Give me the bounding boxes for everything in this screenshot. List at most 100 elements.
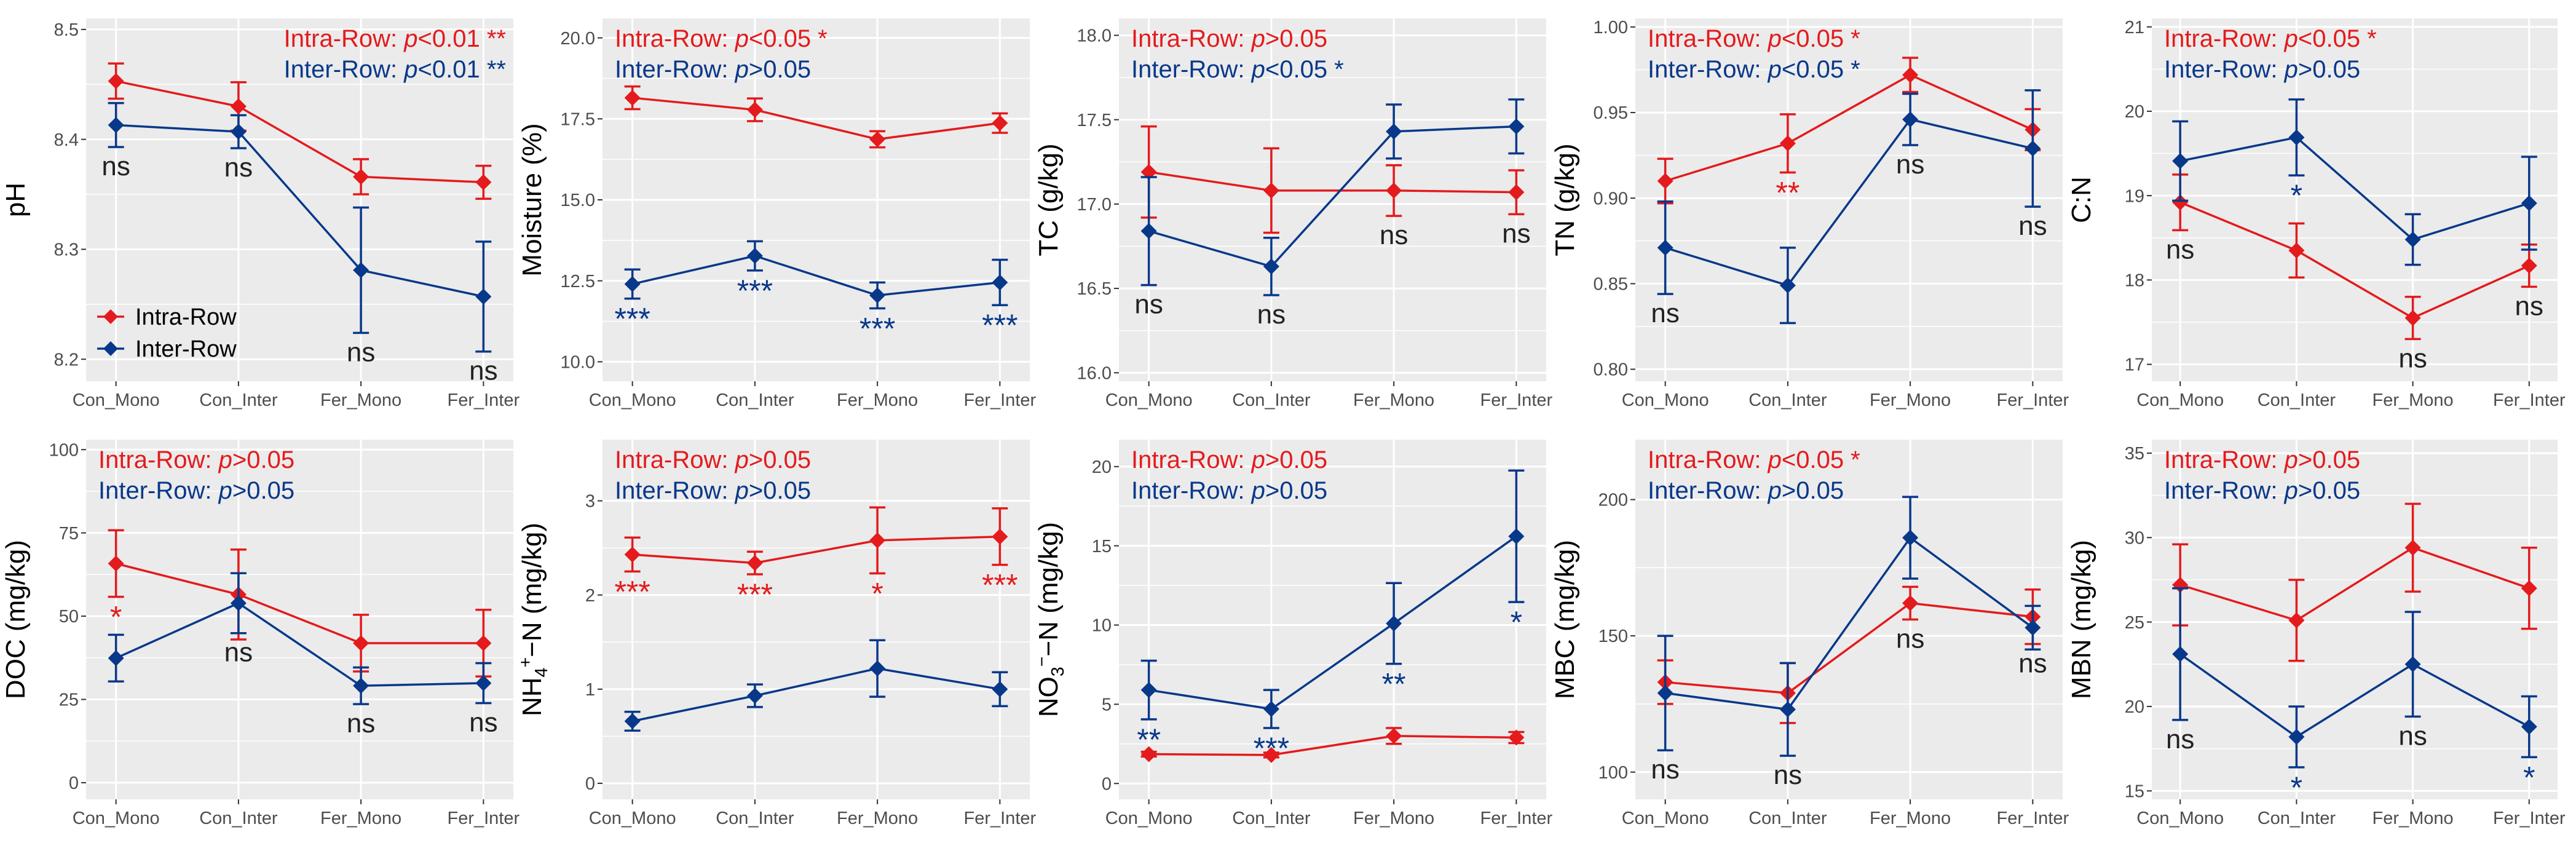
x-tick-label: Fer_Inter [1480, 390, 1553, 410]
panel-doc: 0 25 50 75 100 Con_Mono Con_Inter Fer_Mono Fer_I… [1, 440, 520, 828]
data-point [1657, 685, 1673, 702]
stats-prefix: Intra-Row: [615, 25, 735, 52]
stats-annotation-inter: Inter-Row: p>0.05 [1648, 477, 1844, 504]
x-tick-label: Fer_Mono [837, 809, 918, 828]
stats-suffix: <0.05 * [1782, 56, 1860, 83]
stats-prefix: Intra-Row: [284, 25, 405, 52]
y-tick-label: 15 [2125, 782, 2144, 801]
data-point [230, 124, 247, 140]
data-point [108, 555, 124, 572]
significance-mark: ns [2018, 211, 2047, 241]
y-tick-label: 5 [1102, 695, 1112, 715]
data-point [1386, 615, 1402, 631]
y-tick-label: 10.0 [561, 353, 595, 373]
stats-suffix: >0.05 [232, 477, 294, 504]
data-point [475, 675, 492, 691]
significance-mark: ns [1896, 149, 1924, 180]
data-point [746, 687, 763, 704]
data-point [869, 287, 886, 304]
stats-annotation-intra: Intra-Row: p<0.05 * [1648, 446, 1860, 473]
significance-mark: ** [1382, 667, 1406, 702]
data-point [1140, 746, 1157, 762]
y-tick-label: 17.5 [561, 109, 595, 129]
series-line-inter [2179, 136, 2530, 241]
data-point [624, 546, 641, 563]
x-tick-label: Con_Inter [199, 809, 278, 828]
significance-mark: ns [1380, 220, 1408, 250]
stats-prefix: Intra-Row: [615, 446, 735, 473]
stats-suffix: >0.05 [1782, 477, 1844, 504]
data-point [1508, 118, 1525, 135]
significance-mark: * [110, 600, 122, 635]
stats-suffix: <0.01 ** [418, 25, 506, 52]
data-point [746, 248, 763, 264]
x-tick-label: Fer_Mono [1353, 809, 1434, 828]
y-tick-label: 0 [69, 774, 79, 793]
significance-mark: ** [1137, 722, 1161, 757]
significance-mark: ns [224, 638, 253, 668]
data-point [1386, 182, 1402, 199]
data-point [992, 115, 1008, 132]
data-point [230, 98, 247, 115]
series-line-inter [1665, 536, 2034, 711]
stats-prefix: Intra-Row: [1131, 25, 1252, 52]
data-point [1386, 123, 1402, 140]
data-point [1140, 223, 1157, 239]
x-tick-label: Con_Mono [73, 809, 160, 828]
stats-annotation-inter: Inter-Row: p>0.05 [98, 477, 294, 504]
y-axis-title-part: + [516, 657, 535, 668]
stats-prefix: Intra-Row: [1131, 446, 1252, 473]
significance-mark: ns [1257, 299, 1286, 330]
y-tick-label: 1.00 [1594, 18, 1628, 38]
stats-annotation-inter: Inter-Row: p>0.05 [615, 56, 811, 83]
stats-suffix: >0.05 [232, 446, 294, 473]
y-tick-label: 0.80 [1594, 360, 1628, 380]
series-line-intra [116, 80, 484, 184]
data-point [1508, 729, 1525, 746]
panel-no3: 0 5 10 15 20 Con_Mono Con_Inter Fer_Mono Fer_Int… [1032, 440, 1553, 828]
data-point [1779, 701, 1796, 718]
stats-annotation-intra: Intra-Row: p<0.01 ** [284, 25, 506, 52]
stats-annotation-intra: Intra-Row: p>0.05 [1131, 25, 1327, 52]
y-axis-title: MBN (mg/kg) [2066, 540, 2096, 699]
panel-cn: 17 18 19 20 21 Con_Mono Con_Inter Fer_Mono Fer_I… [2066, 18, 2566, 410]
data-point [2288, 242, 2305, 259]
stats-prefix: Inter-Row: [1648, 477, 1768, 504]
y-tick-label: 35 [2125, 444, 2144, 464]
stats-prefix: Intra-Row: [1648, 25, 1768, 52]
y-tick-label: 150 [1598, 627, 1628, 646]
data-point [1263, 701, 1279, 718]
significance-mark: ns [2018, 648, 2047, 678]
y-axis-title-part: −N (mg/kg) [1033, 522, 1064, 657]
x-tick-label: Con_Inter [2258, 809, 2336, 828]
y-tick-label: 0.85 [1594, 275, 1628, 295]
series-line-inter [632, 667, 1000, 722]
data-point [2521, 580, 2537, 596]
stats-suffix: <0.05 * [1782, 25, 1860, 52]
data-point [1140, 682, 1157, 699]
data-point [1902, 529, 1919, 546]
stats-prefix: Inter-Row: [2164, 56, 2285, 83]
significance-mark: ns [1651, 298, 1679, 328]
stats-suffix: >0.05 [1265, 477, 1327, 504]
significance-mark: *** [737, 274, 773, 308]
data-point [353, 168, 369, 185]
stats-prefix: Inter-Row: [1131, 56, 1252, 83]
series-line-intra [2179, 546, 2530, 622]
x-tick-label: Con_Mono [1105, 390, 1193, 410]
y-tick-label: 8.5 [54, 20, 79, 40]
y-tick-label: 8.4 [54, 130, 79, 150]
stats-annotation-inter: Inter-Row: p<0.01 ** [284, 56, 506, 83]
data-point [869, 660, 886, 677]
panel-background [2152, 18, 2558, 381]
stats-p: p [735, 25, 749, 52]
y-tick-label: 17.0 [1077, 195, 1112, 215]
stats-p: p [1251, 446, 1265, 473]
stats-p: p [1251, 56, 1265, 83]
y-tick-label: 100 [49, 440, 79, 460]
stats-suffix: <0.01 ** [418, 56, 506, 83]
y-axis-title-part: −N (mg/kg) [517, 523, 547, 657]
legend-key-intra [103, 309, 118, 324]
stats-p: p [2284, 477, 2298, 504]
y-axis-title-part: 4 [532, 667, 551, 677]
